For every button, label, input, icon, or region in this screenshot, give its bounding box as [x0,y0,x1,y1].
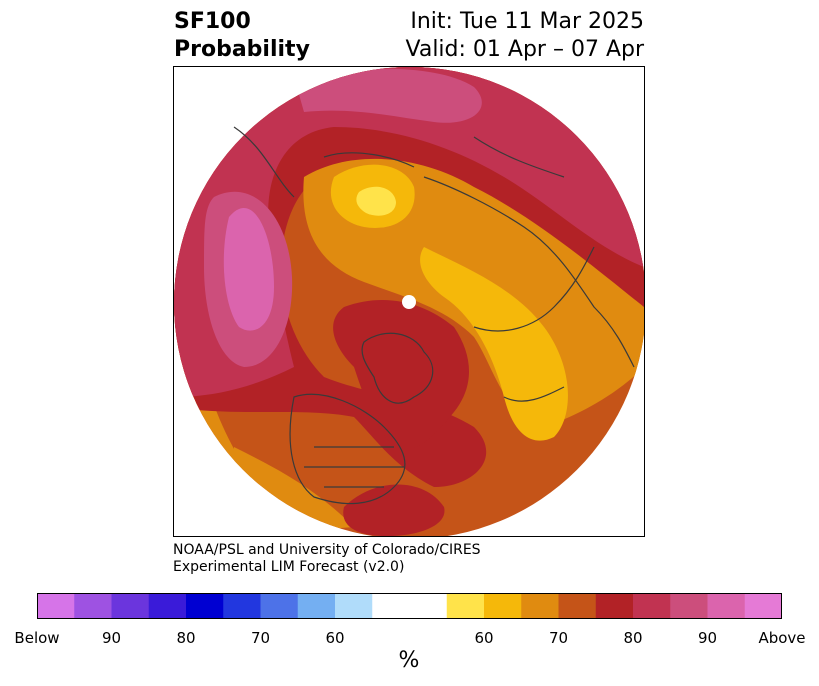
field-dark-red-arctic [333,299,469,450]
colorbar-swatch [223,593,261,619]
colorbar-border [37,593,782,619]
init-date: Init: Tue 11 Mar 2025 [410,9,644,34]
colorbar-swatch [74,593,112,619]
title-product: Probability [174,37,310,62]
colorbar-swatch [297,593,336,619]
colorbar-tick-label: 70 [250,629,271,647]
colorbar-tick-label: 80 [176,629,196,647]
colorbar-swatch [148,593,187,619]
credit-line-2: Experimental LIM Forecast (v2.0) [173,559,405,575]
colorbar-swatch [446,593,485,619]
colorbar-tick-label: 90 [101,629,122,647]
colorbar-swatch [595,593,634,619]
colorbar-swatch [37,593,75,619]
field-dark-red-south [343,484,445,536]
colorbar-swatch [186,593,224,619]
colorbar-tick-label: 80 [623,629,643,647]
field-pink-north [294,68,482,123]
colorbar-swatch [707,593,746,619]
colorbar [37,593,782,619]
colorbar-swatch [558,593,597,619]
field-crimson [174,67,644,397]
map-title: SF100 Probability [174,8,310,64]
colorbar-tick-label: 60 [325,629,345,647]
coastlines [233,126,635,505]
title-variable: SF100 [174,9,251,34]
colorbar-swatch [670,593,708,619]
colorbar-swatch [521,593,559,619]
forecast-map [173,66,645,537]
colorbar-swatch [484,593,522,619]
colorbar-swatch [744,593,782,619]
colorbar-tick-label: Below [14,629,60,647]
colorbar-tick-label: 60 [474,629,494,647]
colorbar-swatch [335,593,373,619]
pole-marker [402,295,416,309]
valid-range: Valid: 01 Apr – 07 Apr [405,37,645,62]
colorbar-tick-label: 70 [548,629,569,647]
colorbar-swatch [260,593,299,619]
credit-line-1: NOAA/PSL and University of Colorado/CIRE… [173,542,481,558]
colorbar-swatch [633,593,671,619]
map-dates: Init: Tue 11 Mar 2025 Valid: 01 Apr – 07… [406,8,645,64]
field-gold-east [420,247,568,441]
colorbar-swatch [372,593,410,619]
credit-text: NOAA/PSL and University of Colorado/CIRE… [173,542,481,576]
field-yellow-west [174,397,204,536]
map-svg [174,67,644,536]
colorbar-tick-label: 90 [697,629,718,647]
colorbar-unit: % [398,648,420,673]
colorbar-tick-label: Above [758,629,806,647]
field-yellow-north [356,186,396,216]
colorbar-swatch [409,593,448,619]
field-magenta-west [223,207,274,331]
colorbar-swatch [111,593,150,619]
